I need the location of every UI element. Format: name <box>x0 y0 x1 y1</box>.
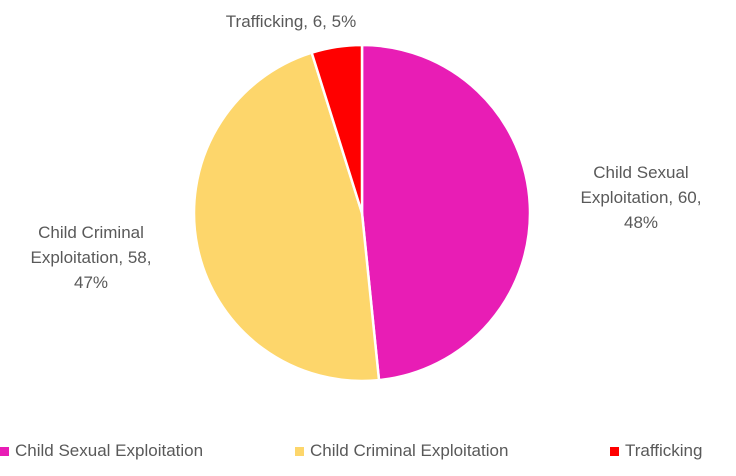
pie-slices <box>192 43 532 383</box>
legend-swatch-child-criminal-exploitation <box>295 447 304 456</box>
pie-slice-trafficking <box>310 43 364 215</box>
legend-label-trafficking: Trafficking <box>625 441 702 460</box>
legend-label-child-sexual-exploitation: Child Sexual Exploitation <box>15 441 203 460</box>
legend-swatch-child-sexual-exploitation <box>0 447 9 456</box>
pie-slice-child-sexual-exploitation <box>360 43 532 382</box>
pie-slice-child-criminal-exploitation <box>192 51 381 383</box>
data-label-child-criminal-exploitation: Child Criminal Exploitation, 58, 47% <box>31 223 152 292</box>
legend-label-child-criminal-exploitation: Child Criminal Exploitation <box>310 441 508 460</box>
data-label-child-sexual-exploitation: Child Sexual Exploitation, 60, 48% <box>581 163 702 232</box>
legend: Child Sexual Exploitation Child Criminal … <box>0 441 702 460</box>
data-labels: Child Sexual Exploitation, 60, 48% Child Cr… <box>31 12 702 292</box>
data-label-trafficking: Trafficking, 6, 5% <box>226 12 356 31</box>
legend-swatch-trafficking <box>610 447 619 456</box>
